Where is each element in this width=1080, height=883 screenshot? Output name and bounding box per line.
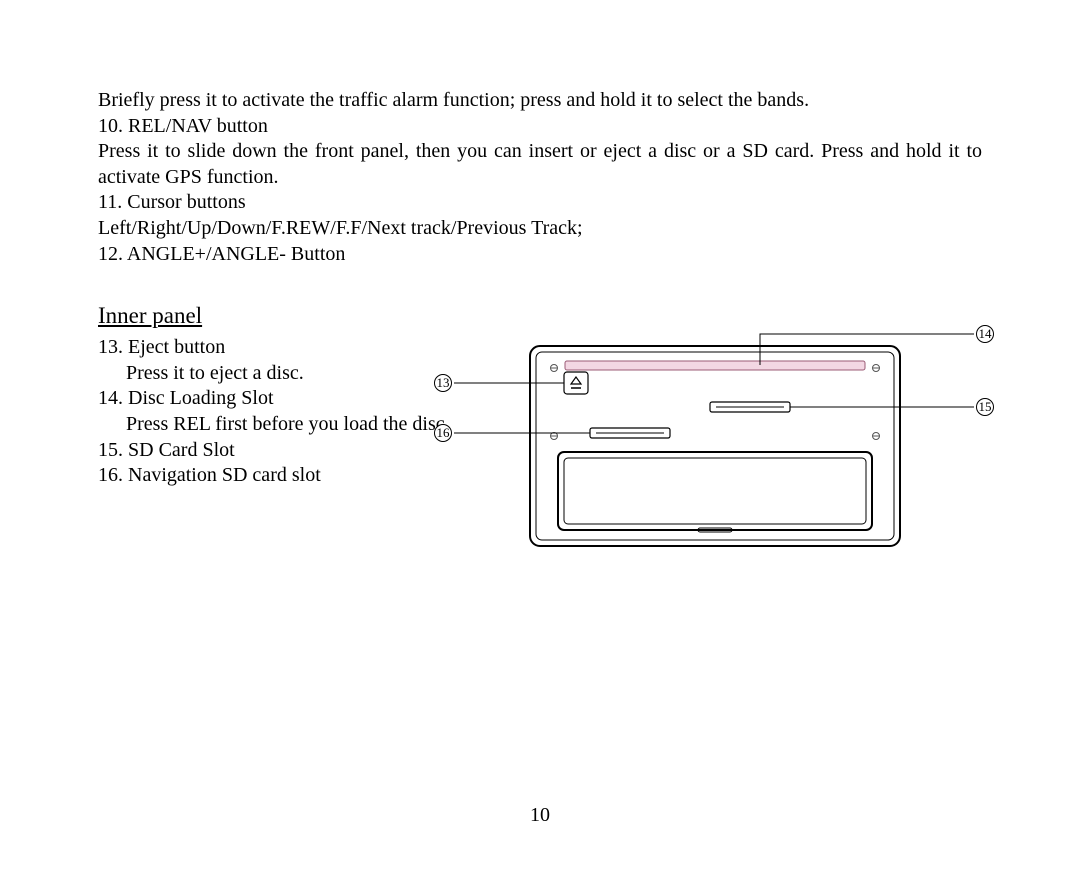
callout-15-label: 15 (976, 398, 994, 416)
callout-16-label: 16 (434, 424, 452, 442)
document-page: Briefly press it to activate the traffic… (0, 0, 1080, 883)
intro-line: Briefly press it to activate the traffic… (98, 88, 982, 114)
callout-15: 15 (976, 398, 994, 416)
item-12-title: 12. ANGLE+/ANGLE- Button (98, 242, 982, 268)
item-11-title: 11. Cursor buttons (98, 190, 982, 216)
item-10-body: Press it to slide down the front panel, … (98, 139, 982, 190)
diagram-svg (430, 328, 1000, 558)
item-10-title: 10. REL/NAV button (98, 114, 982, 140)
inner-panel-heading: Inner panel (98, 303, 982, 329)
page-number: 10 (0, 804, 1080, 827)
callout-13: 13 (434, 374, 452, 392)
item-11-body: Left/Right/Up/Down/F.REW/F.F/Next track/… (98, 216, 982, 242)
callout-13-label: 13 (434, 374, 452, 392)
body-text-block: Briefly press it to activate the traffic… (98, 88, 982, 267)
callout-14: 14 (976, 325, 994, 343)
callout-14-label: 14 (976, 325, 994, 343)
callout-16: 16 (434, 424, 452, 442)
inner-panel-diagram: 13 16 14 15 (430, 328, 1000, 558)
